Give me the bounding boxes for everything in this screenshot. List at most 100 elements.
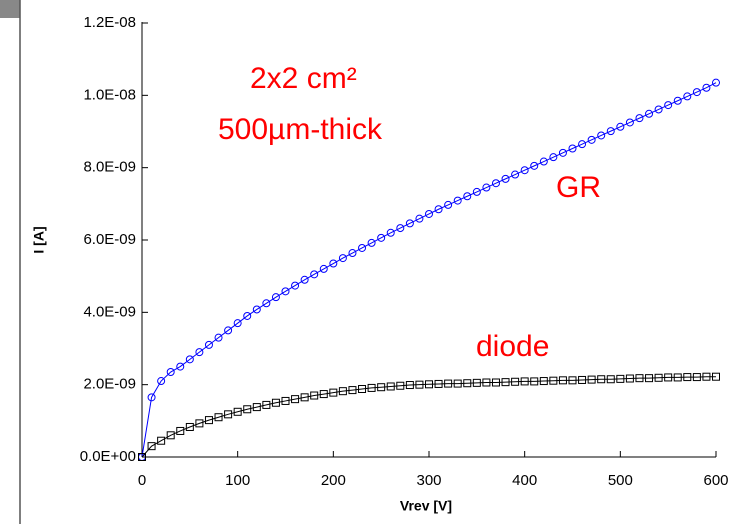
marker (654, 105, 663, 114)
marker (243, 405, 252, 414)
marker (243, 311, 252, 320)
marker (310, 391, 319, 400)
marker (491, 179, 500, 188)
marker (530, 377, 539, 386)
marker (511, 377, 520, 386)
marker (597, 375, 606, 384)
marker (702, 83, 711, 92)
y-tick-label: 6.0E-09 (83, 231, 136, 248)
marker (444, 200, 453, 209)
marker (645, 109, 654, 118)
series-label: diode (476, 330, 549, 363)
marker (558, 376, 567, 385)
marker (214, 333, 223, 342)
marker (319, 390, 328, 399)
y-tick-label: 0.0E+00 (80, 448, 136, 465)
annotation: 500µm-thick (218, 113, 383, 146)
marker (673, 373, 682, 382)
x-tick-label: 500 (608, 472, 633, 489)
marker (712, 78, 720, 87)
marker (501, 174, 510, 183)
marker (501, 378, 510, 387)
marker (558, 148, 567, 157)
marker (367, 383, 376, 392)
marker (664, 101, 673, 110)
marker (453, 196, 462, 205)
marker (166, 431, 175, 440)
marker (176, 426, 185, 435)
marker (606, 127, 615, 136)
marker (396, 381, 405, 390)
marker (377, 233, 386, 242)
x-tick-label: 300 (416, 472, 441, 489)
marker (367, 238, 376, 247)
marker (645, 374, 654, 383)
marker (405, 219, 414, 228)
marker (338, 387, 347, 396)
marker (233, 319, 242, 328)
marker (530, 161, 539, 170)
marker (176, 362, 185, 371)
marker (482, 183, 491, 192)
marker (425, 380, 433, 389)
marker (224, 326, 233, 335)
marker (262, 299, 271, 308)
marker (683, 373, 692, 382)
marker (271, 398, 280, 407)
marker (405, 381, 414, 390)
marker (635, 374, 644, 383)
marker (606, 375, 615, 384)
marker (673, 96, 682, 105)
marker (625, 374, 634, 383)
marker (568, 376, 577, 385)
edge-artifact (0, 0, 20, 18)
marker (635, 114, 644, 123)
marker (166, 368, 175, 377)
annotation: 2x2 cm² (250, 62, 357, 95)
marker (300, 275, 309, 284)
marker (587, 135, 596, 144)
marker (692, 373, 701, 382)
marker (157, 436, 166, 445)
marker (396, 224, 405, 233)
marker (386, 382, 395, 391)
marker (463, 192, 472, 201)
x-tick-label: 100 (225, 472, 250, 489)
marker (415, 214, 424, 223)
marker (692, 88, 701, 97)
y-axis-label: I [A] (31, 226, 47, 253)
marker (195, 419, 204, 428)
y-tick-label: 1.2E-08 (83, 14, 136, 31)
marker (597, 131, 606, 140)
marker (310, 270, 319, 279)
marker (434, 205, 443, 214)
marker (291, 281, 300, 290)
x-tick-label: 200 (321, 472, 346, 489)
marker (712, 372, 720, 381)
marker (358, 243, 367, 252)
marker (348, 249, 357, 258)
marker (195, 348, 204, 357)
y-tick-label: 2.0E-09 (83, 376, 136, 393)
marker (138, 453, 146, 461)
marker (472, 187, 481, 196)
marker (233, 407, 242, 416)
marker (281, 287, 290, 296)
marker (578, 140, 587, 149)
marker (568, 144, 577, 153)
marker (616, 122, 625, 131)
marker (463, 379, 472, 388)
marker (434, 379, 443, 388)
marker (539, 377, 548, 386)
marker (549, 153, 558, 162)
marker (453, 379, 462, 388)
x-axis-label: Vrev [V] (400, 498, 452, 514)
marker (472, 378, 481, 387)
marker (578, 375, 587, 384)
series-line (141, 376, 716, 458)
marker (587, 375, 596, 384)
marker (348, 386, 357, 395)
marker (664, 373, 673, 382)
x-tick-label: 0 (138, 472, 146, 489)
